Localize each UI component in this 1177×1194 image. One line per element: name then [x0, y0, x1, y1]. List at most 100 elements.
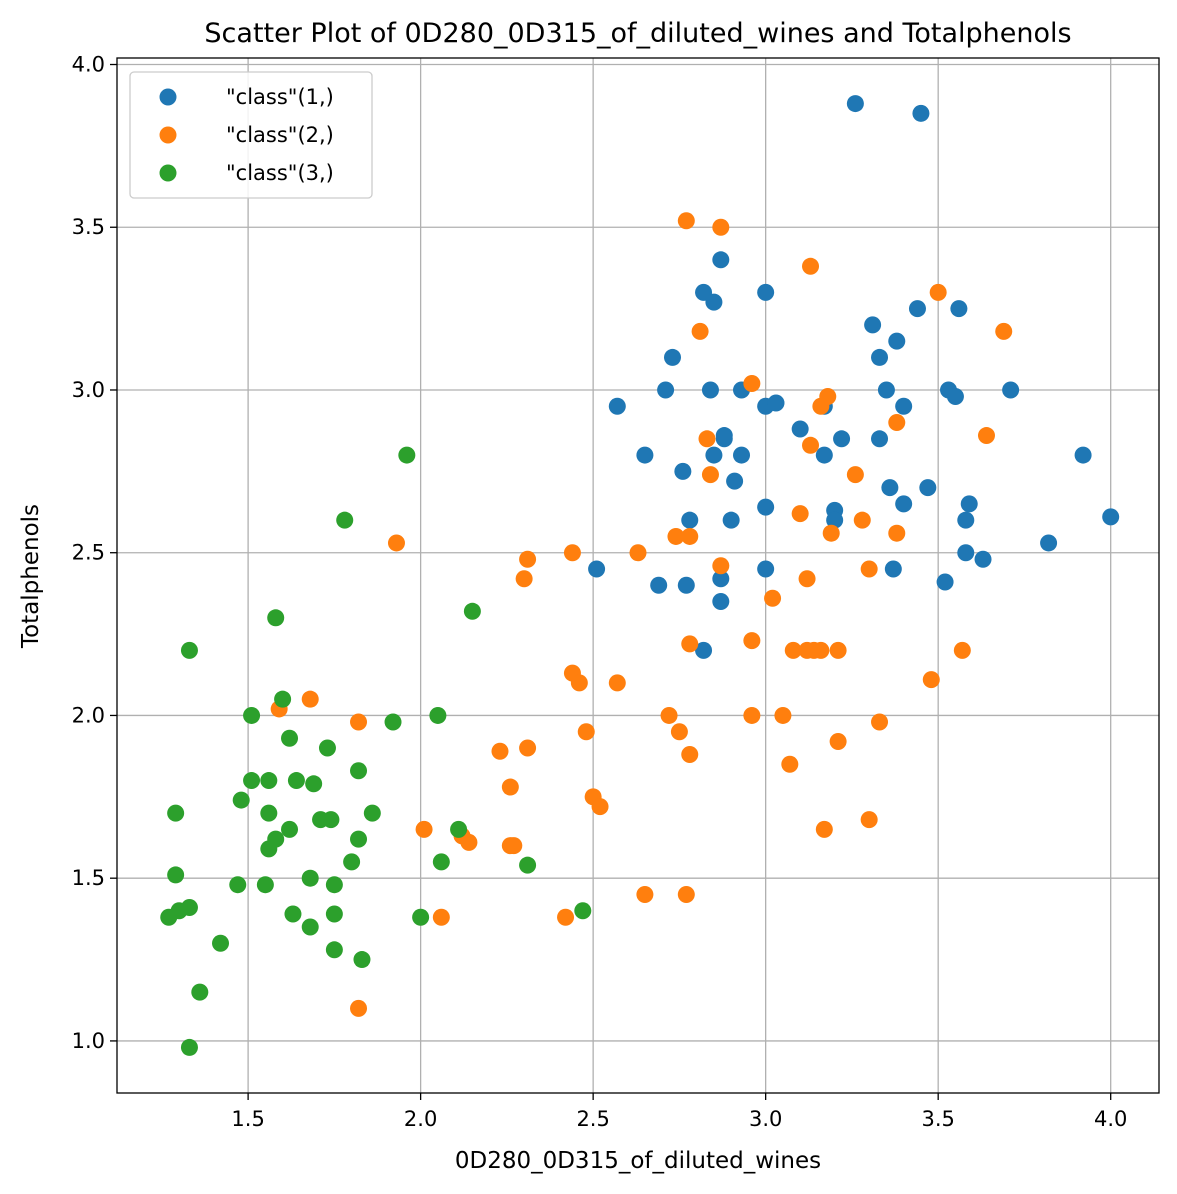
data-point — [929, 283, 947, 301]
x-tick-label: 4.0 — [1094, 1107, 1127, 1131]
data-point — [305, 775, 323, 793]
data-point — [229, 876, 247, 894]
data-point — [864, 316, 882, 334]
data-point — [791, 505, 809, 523]
data-point — [712, 218, 730, 236]
data-point — [491, 742, 509, 760]
data-point — [919, 479, 937, 497]
data-point — [519, 550, 537, 568]
data-point — [650, 576, 668, 594]
data-point — [350, 762, 368, 780]
legend-marker — [159, 164, 177, 182]
x-tick-label: 2.0 — [404, 1107, 437, 1131]
series-3 — [160, 446, 592, 1056]
y-tick-label: 3.0 — [72, 378, 105, 402]
data-point — [608, 674, 626, 692]
data-point — [301, 918, 319, 936]
data-point — [922, 671, 940, 689]
data-point — [681, 635, 699, 653]
data-point — [681, 511, 699, 529]
data-point — [833, 430, 851, 448]
data-point — [846, 466, 864, 484]
data-points — [160, 95, 1120, 1056]
data-point — [701, 466, 719, 484]
data-point — [450, 820, 468, 838]
y-tick-label: 1.5 — [72, 866, 105, 890]
data-point — [829, 732, 847, 750]
y-axis-label: Totalphenols — [18, 504, 44, 649]
y-tick-label: 1.0 — [72, 1029, 105, 1053]
data-point — [432, 853, 450, 871]
legend-label: "class"(3,) — [226, 161, 334, 185]
data-point — [415, 820, 433, 838]
data-point — [757, 498, 775, 516]
data-point — [871, 713, 889, 731]
data-point — [629, 544, 647, 562]
data-point — [677, 212, 695, 230]
y-tick-label: 4.0 — [72, 53, 105, 77]
data-point — [160, 908, 178, 926]
data-point — [318, 739, 336, 757]
data-point — [977, 427, 995, 445]
data-point — [322, 811, 340, 829]
data-point — [881, 479, 899, 497]
data-point — [712, 251, 730, 269]
data-point — [384, 713, 402, 731]
data-point — [591, 798, 609, 816]
data-point — [822, 524, 840, 542]
data-point — [191, 983, 209, 1001]
data-point — [957, 544, 975, 562]
data-point — [829, 641, 847, 659]
data-point — [519, 739, 537, 757]
legend-box — [129, 71, 373, 199]
data-point — [519, 856, 537, 874]
data-point — [1102, 508, 1120, 526]
data-point — [1074, 446, 1092, 464]
data-point — [350, 713, 368, 731]
data-point — [636, 885, 654, 903]
data-point — [301, 869, 319, 887]
data-point — [1002, 381, 1020, 399]
data-point — [767, 394, 785, 412]
data-point — [670, 723, 688, 741]
data-point — [243, 706, 261, 724]
data-point — [577, 723, 595, 741]
x-tick-label: 2.5 — [576, 1107, 609, 1131]
x-tick-label: 3.0 — [749, 1107, 782, 1131]
x-axis-ticks: 1.5 2.0 2.5 3.0 3.5 4.0 — [231, 1093, 1127, 1131]
data-point — [815, 820, 833, 838]
data-point — [877, 381, 895, 399]
data-point — [888, 414, 906, 432]
data-point — [936, 573, 954, 591]
data-point — [412, 908, 430, 926]
data-point — [743, 706, 761, 724]
data-point — [284, 905, 302, 923]
data-point — [871, 348, 889, 366]
data-point — [715, 427, 733, 445]
data-point — [798, 570, 816, 588]
data-point — [387, 534, 405, 552]
data-point — [260, 772, 278, 790]
data-point — [764, 589, 782, 607]
x-tick-label: 3.5 — [921, 1107, 954, 1131]
data-point — [743, 374, 761, 392]
data-point — [660, 706, 678, 724]
data-point — [802, 436, 820, 454]
data-point — [325, 941, 343, 959]
data-point — [726, 472, 744, 490]
data-point — [674, 462, 692, 480]
data-point — [260, 840, 278, 858]
y-tick-label: 2.0 — [72, 703, 105, 727]
chart-title: Scatter Plot of 0D280_0D315_of_diluted_w… — [204, 18, 1071, 49]
data-point — [912, 104, 930, 122]
data-point — [812, 397, 830, 415]
data-point — [895, 495, 913, 513]
data-point — [757, 560, 775, 578]
x-axis-label: 0D280_0D315_of_diluted_wines — [455, 1148, 821, 1174]
data-point — [733, 446, 751, 464]
data-point — [563, 544, 581, 562]
data-point — [212, 934, 230, 952]
data-point — [256, 876, 274, 894]
data-point — [691, 322, 709, 340]
